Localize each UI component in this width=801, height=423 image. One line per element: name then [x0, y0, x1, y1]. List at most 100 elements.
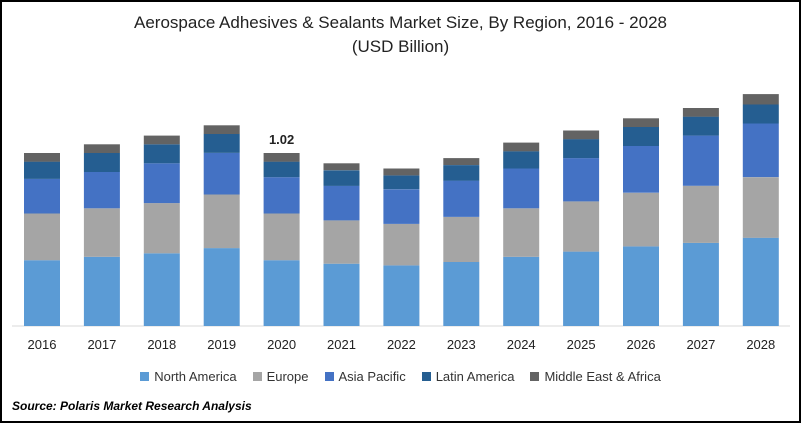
bar-segment-asia-pacific-2028: [742, 123, 779, 178]
bar-segment-asia-pacific-2017: [83, 172, 120, 209]
legend-item: Latin America: [421, 369, 515, 384]
bar-segment-middle-east-africa-2024: [503, 142, 540, 152]
chart-title: Aerospace Adhesives & Sealants Market Si…: [134, 13, 667, 32]
legend-label: Europe: [266, 369, 309, 384]
bar-segment-europe-2021: [323, 220, 360, 264]
legend-swatch: [530, 372, 540, 381]
bar-segment-latin-america-2022: [383, 175, 420, 190]
source-note: Source: Polaris Market Research Analysis: [12, 399, 252, 413]
bar-segment-latin-america-2016: [24, 161, 60, 179]
bar-segment-asia-pacific-2016: [24, 178, 60, 214]
bar-segment-middle-east-africa-2025: [563, 130, 600, 140]
x-tick-label: 2028: [746, 337, 775, 352]
legend-swatch: [421, 372, 431, 381]
bar-segment-asia-pacific-2021: [323, 185, 360, 221]
bar-segment-europe-2028: [742, 177, 779, 238]
bar-segment-latin-america-2025: [563, 139, 600, 159]
bar-segment-europe-2019: [203, 194, 240, 249]
bar-segment-latin-america-2017: [83, 153, 120, 172]
x-tick-label: 2018: [147, 337, 176, 352]
bar-segment-latin-america-2018: [143, 144, 180, 164]
bar-segment-asia-pacific-2027: [682, 135, 719, 186]
bar-segment-latin-america-2028: [742, 104, 779, 124]
bar-segment-asia-pacific-2018: [143, 163, 180, 204]
bar-segment-north-america-2027: [682, 242, 719, 326]
bar-segment-north-america-2020: [263, 260, 300, 326]
chart-subtitle: (USD Billion): [351, 37, 450, 56]
bar-segment-north-america-2017: [83, 256, 120, 326]
bar-segment-north-america-2019: [203, 248, 240, 326]
x-tick-label: 2023: [447, 337, 476, 352]
x-tick-label: 2017: [87, 337, 116, 352]
bar-segment-europe-2025: [563, 201, 600, 252]
bar-segment-latin-america-2026: [623, 127, 659, 146]
x-tick-label: 2027: [686, 337, 715, 352]
bar-segment-middle-east-africa-2018: [143, 135, 180, 145]
x-tick-label: 2019: [207, 337, 236, 352]
bar-segment-north-america-2018: [143, 253, 180, 326]
bar-segment-north-america-2022: [383, 265, 420, 326]
x-tick-label: 2025: [567, 337, 596, 352]
bar-segment-europe-2018: [143, 203, 180, 254]
bar-segment-north-america-2023: [443, 262, 480, 326]
bar-segment-north-america-2025: [563, 251, 600, 326]
legend-label: Middle East & Africa: [544, 369, 661, 384]
bar-segment-north-america-2016: [24, 260, 60, 326]
x-tick-label: 2022: [387, 337, 416, 352]
bar-segment-middle-east-africa-2020: [263, 153, 300, 162]
legend-item: Asia Pacific: [324, 369, 406, 384]
x-tick-label: 2026: [627, 337, 656, 352]
bar-segment-europe-2027: [682, 185, 719, 243]
legend-label: Asia Pacific: [338, 369, 406, 384]
bar-segment-latin-america-2020: [263, 161, 300, 178]
bar-segment-north-america-2026: [623, 246, 659, 326]
bar-segment-latin-america-2027: [682, 116, 719, 136]
bar-segment-asia-pacific-2026: [623, 146, 659, 193]
bar-segment-latin-america-2023: [443, 165, 480, 181]
bar-segment-europe-2016: [24, 213, 60, 261]
legend-item: Europe: [252, 369, 309, 384]
bar-segment-latin-america-2019: [203, 133, 240, 153]
bar-segment-asia-pacific-2020: [263, 177, 300, 214]
legend-swatch: [324, 372, 334, 381]
data-label: 1.02: [269, 132, 294, 147]
x-tick-label: 2024: [507, 337, 536, 352]
bar-segment-latin-america-2021: [323, 170, 360, 186]
legend-label: Latin America: [435, 369, 515, 384]
bar-segment-middle-east-africa-2027: [682, 108, 719, 117]
x-tick-label: 2016: [28, 337, 57, 352]
x-tick-label: 2020: [267, 337, 296, 352]
bar-segment-middle-east-africa-2028: [742, 94, 779, 105]
bar-segment-europe-2022: [383, 223, 420, 266]
bar-segment-latin-america-2024: [503, 151, 540, 169]
bar-segment-europe-2020: [263, 213, 300, 261]
legend-item: North America: [140, 369, 237, 384]
bar-segment-north-america-2024: [503, 256, 540, 326]
bar-segment-middle-east-africa-2016: [24, 153, 60, 162]
bar-segment-asia-pacific-2025: [563, 158, 600, 202]
bar-segment-north-america-2021: [323, 263, 360, 326]
bar-segment-middle-east-africa-2019: [203, 125, 240, 134]
bar-segment-europe-2024: [503, 208, 540, 257]
bar-segment-middle-east-africa-2023: [443, 158, 480, 165]
bar-segment-europe-2017: [83, 208, 120, 257]
bar-segment-middle-east-africa-2022: [383, 168, 420, 176]
bar-segment-europe-2026: [623, 192, 659, 247]
bar-segment-middle-east-africa-2021: [323, 163, 360, 171]
bar-segment-asia-pacific-2022: [383, 189, 420, 224]
legend-swatch: [252, 372, 262, 381]
legend: North America Europe Asia Pacific Latin Ame…: [2, 369, 799, 384]
legend-item: Middle East & Africa: [530, 369, 661, 384]
bar-segment-middle-east-africa-2026: [623, 118, 659, 127]
bar-segment-asia-pacific-2019: [203, 153, 240, 195]
legend-swatch: [140, 372, 150, 381]
bar-segment-north-america-2028: [742, 237, 779, 326]
bar-segment-asia-pacific-2024: [503, 168, 540, 209]
bar-segment-middle-east-africa-2017: [83, 144, 120, 153]
bar-segment-europe-2023: [443, 217, 480, 262]
bar-segment-asia-pacific-2023: [443, 180, 480, 217]
legend-label: North America: [154, 369, 237, 384]
x-tick-label: 2021: [327, 337, 356, 352]
